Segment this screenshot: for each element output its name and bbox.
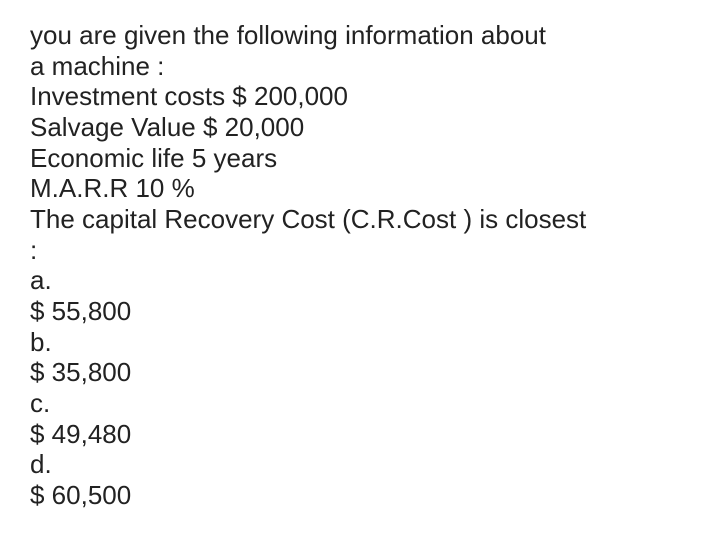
ask-line-1: The capital Recovery Cost (C.R.Cost ) is…	[30, 204, 690, 235]
option-d-value: $ 60,500	[30, 480, 690, 511]
ask-line-2: :	[30, 235, 690, 266]
intro-line-1: you are given the following information …	[30, 20, 690, 51]
option-a-value: $ 55,800	[30, 296, 690, 327]
intro-line-2: a machine :	[30, 51, 690, 82]
option-b-value: $ 35,800	[30, 357, 690, 388]
fact-salvage: Salvage Value $ 20,000	[30, 112, 690, 143]
question-page: you are given the following information …	[0, 0, 720, 531]
option-b-letter[interactable]: b.	[30, 327, 690, 358]
option-c-letter[interactable]: c.	[30, 388, 690, 419]
fact-life: Economic life 5 years	[30, 143, 690, 174]
option-d-letter[interactable]: d.	[30, 449, 690, 480]
option-a-letter[interactable]: a.	[30, 265, 690, 296]
fact-investment: Investment costs $ 200,000	[30, 81, 690, 112]
option-c-value: $ 49,480	[30, 419, 690, 450]
fact-marr: M.A.R.R 10 %	[30, 173, 690, 204]
